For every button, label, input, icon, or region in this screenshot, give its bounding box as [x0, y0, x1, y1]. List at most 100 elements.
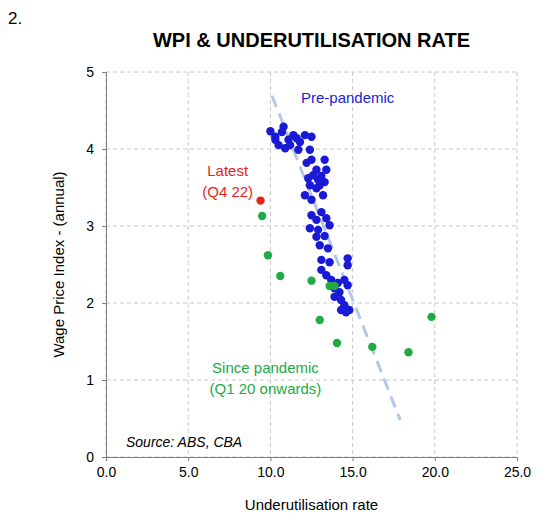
tick-label: 5.0 — [179, 464, 199, 480]
point — [307, 132, 315, 140]
point — [404, 348, 412, 356]
tick-mark — [353, 457, 354, 461]
tick-label: 20.0 — [422, 464, 449, 480]
point — [337, 306, 345, 314]
point — [286, 141, 294, 149]
point — [330, 282, 338, 290]
title: WPI & UNDERUTILISATION RATE — [153, 29, 470, 51]
tick: 5 — [86, 64, 106, 80]
tick: 0 — [86, 449, 106, 465]
point — [258, 212, 266, 220]
point — [368, 343, 376, 351]
tick: 4 — [86, 141, 106, 157]
tick-label: 3 — [86, 218, 94, 234]
grid-line-x — [434, 72, 435, 457]
tick: 5.0 — [179, 457, 199, 480]
point — [345, 306, 353, 314]
tick-mark — [270, 457, 271, 461]
tick: 0.0 — [97, 457, 117, 480]
point — [307, 196, 315, 204]
y-axis-title: Wage Price Index - (annual) — [50, 171, 67, 357]
point — [343, 281, 351, 289]
point — [307, 276, 315, 284]
point — [276, 272, 284, 280]
point — [307, 156, 315, 164]
tick-label: 15.0 — [339, 464, 366, 480]
point — [316, 241, 324, 249]
tick-mark — [102, 72, 106, 73]
point — [319, 191, 327, 199]
grid — [106, 72, 517, 457]
tick: 3 — [86, 218, 106, 234]
grid-line-x — [517, 72, 518, 457]
point — [322, 166, 330, 174]
tick-label: 5 — [86, 64, 94, 80]
tick: 10.0 — [257, 457, 284, 480]
tick: 1 — [86, 372, 106, 388]
point — [312, 216, 320, 224]
tick: 20.0 — [422, 457, 449, 480]
tick-label: 1 — [86, 372, 94, 388]
plot: 0.0 5.0 10.0 15.0 20.0 25.0 0 1 2 3 4 5 — [86, 64, 531, 480]
point — [316, 316, 324, 324]
y-axis: 0 1 2 3 4 5 — [86, 64, 106, 465]
point — [306, 146, 314, 154]
point — [256, 196, 264, 204]
annotation: Latest — [207, 162, 249, 179]
tick-label: 0.0 — [97, 464, 117, 480]
tick-label: 10.0 — [257, 464, 284, 480]
tick-mark — [102, 149, 106, 150]
point — [294, 146, 302, 154]
tick-label: 2 — [86, 295, 94, 311]
series-points — [256, 196, 264, 204]
x-axis-title: Underutilisation rate — [245, 496, 378, 513]
point — [324, 244, 332, 252]
grid-line-y — [106, 303, 517, 304]
annotation: (Q4 22) — [202, 183, 253, 200]
series-points — [258, 212, 436, 357]
point — [317, 256, 325, 264]
grid-line-x — [352, 72, 353, 457]
tick: 25.0 — [504, 457, 531, 480]
tick-mark — [102, 226, 106, 227]
point — [296, 138, 304, 146]
annotation: Pre-pandemic — [301, 89, 395, 106]
tick-mark — [102, 380, 106, 381]
tick-label: 25.0 — [504, 464, 531, 480]
tick-mark — [102, 303, 106, 304]
tick: 15.0 — [339, 457, 366, 480]
tick: 2 — [86, 295, 106, 311]
tick-mark — [188, 457, 189, 461]
tick-label: 0 — [86, 449, 94, 465]
annotation: (Q1 20 onwards) — [210, 380, 322, 397]
point — [325, 221, 333, 229]
annotation: Since pandemic — [212, 359, 319, 376]
point — [279, 122, 287, 130]
point — [333, 339, 341, 347]
point — [317, 266, 325, 274]
point — [330, 293, 338, 301]
point — [306, 224, 314, 232]
axis-line — [107, 458, 518, 462]
tick-mark — [435, 457, 436, 461]
x-axis: 0.0 5.0 10.0 15.0 20.0 25.0 — [97, 457, 532, 480]
tick-mark — [517, 457, 518, 461]
grid-line-x — [188, 72, 189, 457]
chart: 2. WPI & UNDERUTILISATION RATE 0.0 5.0 10.0 1… — [0, 0, 547, 525]
tick-mark — [102, 457, 106, 458]
tick-label: 4 — [86, 141, 94, 157]
point — [264, 251, 272, 259]
axis-line — [102, 73, 107, 458]
point — [325, 258, 333, 266]
point — [343, 261, 351, 269]
point — [320, 156, 328, 164]
point — [271, 136, 279, 144]
point — [312, 233, 320, 241]
source: Source: ABS, CBA — [126, 434, 242, 450]
point — [316, 181, 324, 189]
point — [427, 313, 435, 321]
figure-label: 2. — [8, 9, 22, 28]
grid-line-y — [106, 72, 517, 73]
series-points — [266, 122, 353, 316]
point — [320, 232, 328, 240]
